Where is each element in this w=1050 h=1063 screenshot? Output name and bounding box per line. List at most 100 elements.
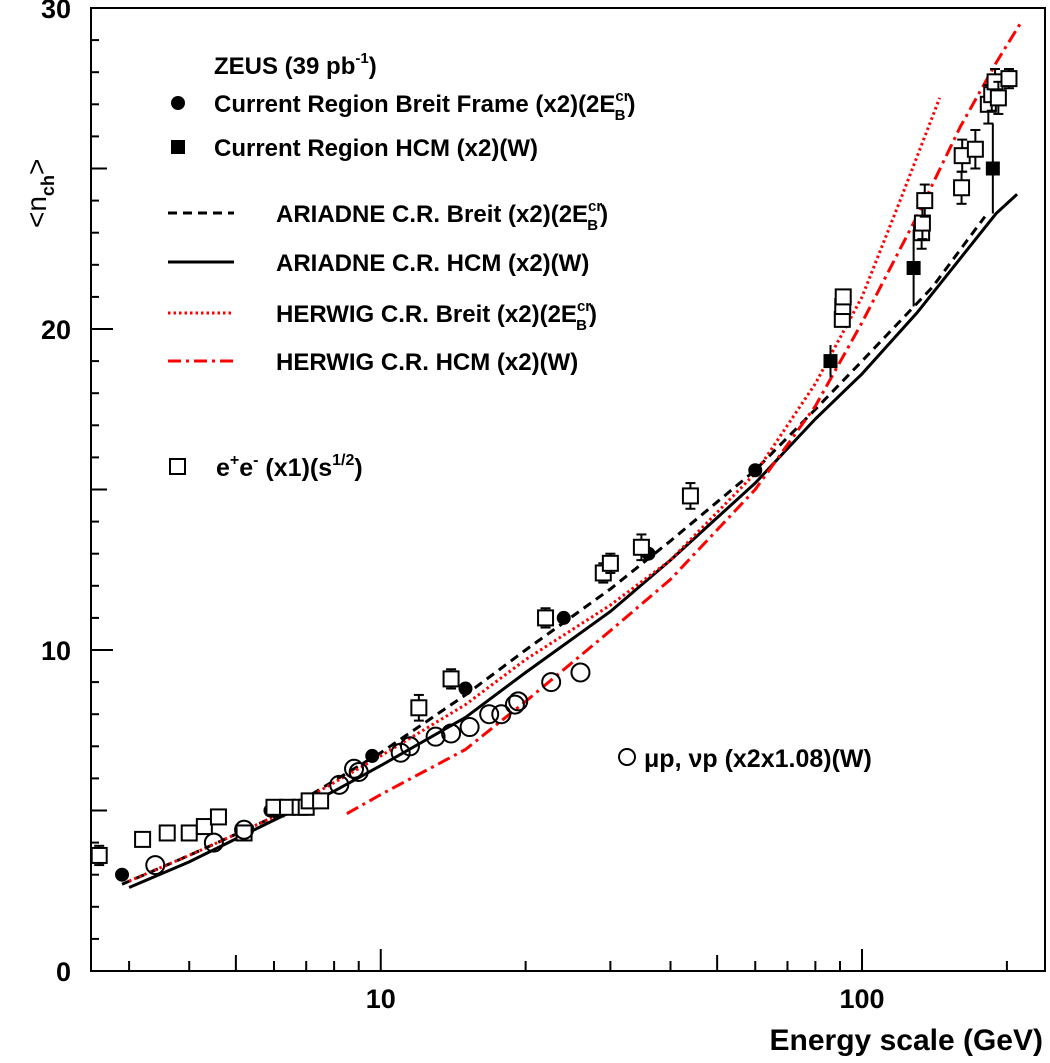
data-point-ee xyxy=(312,792,330,810)
experiment-label-sup: -1 xyxy=(355,50,368,67)
data-point-mup xyxy=(479,704,500,725)
y-axis-label-text: <nch> xyxy=(21,159,58,228)
legend-label-main: HERWIG C.R. Breit (x2)(2E xyxy=(276,301,577,328)
y-tick-label: 0 xyxy=(56,957,71,987)
data-point-ee xyxy=(913,214,931,232)
legend-label-main: ARIADNE C.R. Breit (x2)(2E xyxy=(276,201,588,228)
series-mup xyxy=(145,662,591,876)
legend-label-main: Current Region HCM (x2)(W) xyxy=(214,135,538,162)
legend-entry-herwig_hcm: HERWIG C.R. HCM (x2)(W) xyxy=(168,349,578,376)
x-tick-label: 100 xyxy=(839,984,884,1014)
data-point-mup xyxy=(145,855,166,876)
data-point-breit xyxy=(365,748,380,763)
data-point-ee xyxy=(90,846,108,864)
legend-label-end: ) xyxy=(589,301,597,328)
legend-entry-herwig_breit: HERWIG C.R. Breit (x2)(2Ecr B) xyxy=(168,298,597,334)
legend-label-hcm: Current Region HCM (x2)(W) xyxy=(214,135,538,162)
data-point-mup xyxy=(203,832,224,853)
experiment-label-main: ZEUS (39 pb xyxy=(214,53,355,80)
legend-marker-open-circle xyxy=(618,748,636,766)
x-tick-label: 10 xyxy=(366,984,396,1014)
legend-entry-breit: Current Region Breit Frame (x2)(2Ecr B) xyxy=(171,88,635,124)
data-points xyxy=(90,67,1018,882)
data-point-mup xyxy=(399,736,420,757)
legend-label-end: ) xyxy=(627,91,635,118)
series-breit xyxy=(115,463,763,882)
series-ee xyxy=(90,67,1018,867)
legend-label-sub: B xyxy=(587,217,598,234)
legend-label-breit: Current Region Breit Frame (x2)(2Ecr B) xyxy=(214,88,635,124)
legend-label-sub: B xyxy=(615,107,626,124)
data-point-ee xyxy=(158,824,176,842)
legend: ZEUS (39 pb-1) Current Region Breit Fram… xyxy=(168,50,872,773)
data-point-mup xyxy=(459,717,480,738)
curve-ariadne_hcm xyxy=(128,193,1019,889)
data-point-mup xyxy=(441,723,462,744)
data-point-ee xyxy=(537,609,555,627)
legend-label-main: HERWIG C.R. HCM (x2)(W) xyxy=(276,349,578,376)
y-axis-label-sub: ch xyxy=(38,175,58,196)
data-point-breit xyxy=(556,610,571,625)
data-point-ee xyxy=(410,699,428,717)
data-point-mup xyxy=(504,694,525,715)
legend-label-herwig_hcm: HERWIG C.R. HCM (x2)(W) xyxy=(276,349,578,376)
legend-label-ariadne_breit: ARIADNE C.R. Breit (x2)(2Ecr B) xyxy=(276,198,608,234)
x-axis-label: Energy scale (GeV) xyxy=(770,1024,1043,1057)
data-point-breit xyxy=(458,681,473,696)
legend-marker-open-square xyxy=(169,458,186,475)
legend-marker-filled-square xyxy=(171,140,185,154)
data-point-ee xyxy=(134,830,152,848)
data-point-ee xyxy=(953,179,971,197)
data-point-ee xyxy=(180,824,198,842)
experiment-label: ZEUS (39 pb-1) xyxy=(214,50,377,80)
data-point-breit xyxy=(115,867,130,882)
y-tick-label: 20 xyxy=(41,315,71,345)
legend-label-herwig_breit: HERWIG C.R. Breit (x2)(2Ecr B) xyxy=(276,298,597,334)
axes: 0 10 20 30 10 100 xyxy=(41,0,1008,1014)
legend-label-sup: cr xyxy=(577,298,591,315)
data-point-mup xyxy=(329,774,350,795)
legend-label-sup: cr xyxy=(588,198,602,215)
legend-label-end: ) xyxy=(600,201,608,228)
legend-entry-mup: μp, νp (x2x1.08)(W) xyxy=(618,745,872,773)
y-axis-label: <nch> xyxy=(21,159,58,228)
data-point-ee xyxy=(632,538,650,556)
legend-label-sup: cr xyxy=(615,88,629,105)
experiment-label-end: ) xyxy=(369,53,377,80)
data-point-ee xyxy=(1000,70,1018,88)
y-tick-label: 10 xyxy=(41,636,71,666)
data-point-mup xyxy=(541,672,562,693)
data-point-ee xyxy=(601,554,619,572)
legend-label-main: Current Region Breit Frame (x2)(2E xyxy=(214,91,615,118)
data-point-ee xyxy=(834,288,852,306)
legend-label-main: ARIADNE C.R. HCM (x2)(W) xyxy=(276,250,589,277)
legend-entries: Current Region Breit Frame (x2)(2Ecr B)Cu… xyxy=(168,88,635,376)
data-point-ee xyxy=(681,487,699,505)
data-point-mup xyxy=(348,761,369,782)
curve-herwig_breit xyxy=(128,97,942,883)
data-point-mup xyxy=(425,726,446,747)
data-point-hcm xyxy=(985,161,1000,176)
data-point-mup xyxy=(508,691,529,712)
data-point-mup xyxy=(344,758,365,779)
data-point-breit xyxy=(748,463,763,478)
data-point-hcm xyxy=(823,354,838,369)
data-point-mup xyxy=(234,819,255,840)
legend-mup-label: μp, νp (x2x1.08)(W) xyxy=(644,745,872,773)
data-point-ee xyxy=(916,192,934,210)
legend-marker-filled-circle xyxy=(171,96,185,110)
curve-herwig_hcm xyxy=(346,20,1024,816)
data-point-mup xyxy=(491,704,512,725)
legend-entry-hcm: Current Region HCM (x2)(W) xyxy=(171,135,538,162)
legend-entry-ariadne_hcm: ARIADNE C.R. HCM (x2)(W) xyxy=(168,250,589,277)
data-point-ee xyxy=(966,140,984,158)
legend-entry-ee: e+e- (x1)(s1/2) xyxy=(169,452,363,482)
y-tick-label: 30 xyxy=(41,0,71,24)
data-point-hcm xyxy=(906,261,921,276)
legend-label-sub: B xyxy=(576,317,587,334)
data-point-mup xyxy=(570,662,591,683)
data-point-ee xyxy=(209,808,227,826)
legend-entry-ariadne_breit: ARIADNE C.R. Breit (x2)(2Ecr B) xyxy=(168,198,608,234)
data-point-ee xyxy=(195,818,213,836)
data-point-ee xyxy=(442,670,460,688)
